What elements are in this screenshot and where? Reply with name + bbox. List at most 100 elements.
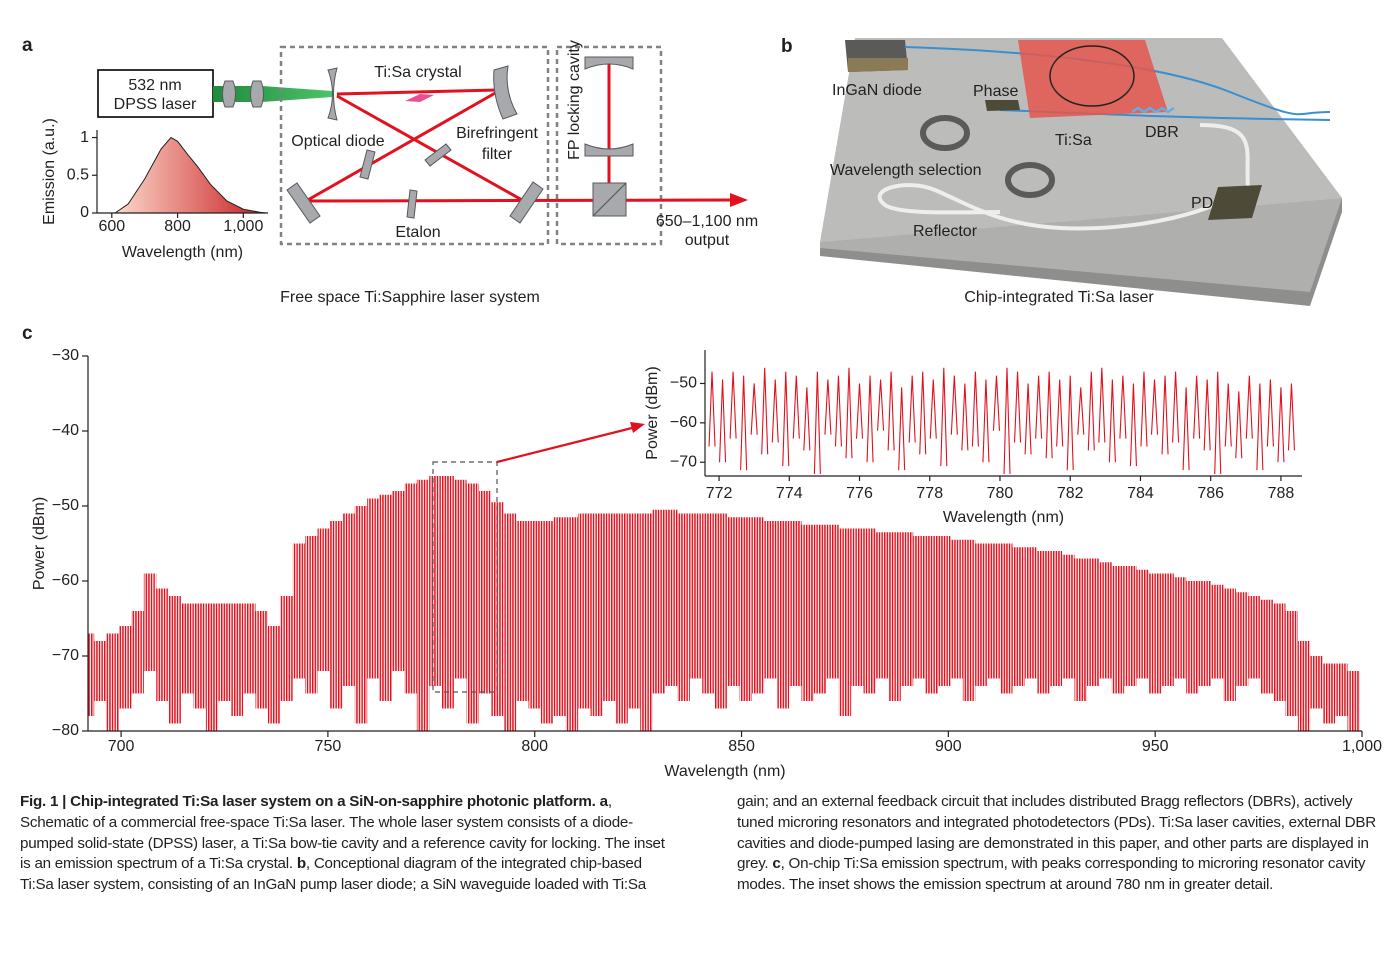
peak (845, 367, 853, 459)
spectrum-span (119, 626, 132, 709)
spectrum-span (776, 521, 790, 709)
x-tick-label: 900 (935, 738, 962, 755)
y-tick-label: −80 (52, 722, 79, 739)
ring (1005, 162, 1055, 198)
peak (1150, 379, 1159, 435)
spectrum-span (1012, 547, 1025, 686)
caption-panel-label: c (772, 855, 781, 873)
spectrum-span (689, 513, 703, 679)
x-axis-label: Wavelength (nm) (664, 763, 785, 780)
pump-label: 532 nm (128, 77, 181, 94)
x-tick-label: 700 (108, 738, 135, 755)
caption-panel-label: b (296, 855, 306, 873)
panel-letter: b (781, 36, 793, 57)
photodetector (1208, 185, 1262, 220)
beam-splitter (592, 182, 627, 217)
x-tick-label: 788 (1268, 485, 1295, 502)
spectrum-span (1297, 641, 1311, 731)
spectrum-span (1000, 543, 1013, 694)
x-tick-label: 786 (1197, 485, 1224, 502)
y-tick-label: −70 (670, 453, 697, 470)
component-label: DBR (1145, 124, 1179, 141)
beam (336, 88, 498, 96)
panel-letter: a (22, 35, 33, 56)
spectrum-span (193, 603, 206, 709)
peak (1245, 375, 1253, 439)
spectrum-span (88, 633, 95, 716)
spectrum-span (1062, 554, 1075, 679)
spectrum-span (826, 524, 839, 679)
spectrum-span (255, 611, 268, 709)
y-axis-label: Emission (a.u.) (41, 118, 58, 225)
peak (750, 383, 758, 435)
peak (1161, 375, 1169, 455)
x-tick-label: 778 (916, 485, 943, 502)
spectrum-span (602, 513, 616, 701)
spectrum-span (131, 611, 144, 694)
peak (1224, 383, 1232, 447)
spectrum-span (1248, 596, 1261, 679)
peak (1119, 375, 1127, 439)
caption-text: , Conceptional diagram of the integrated… (20, 793, 1377, 894)
waveguide (1199, 123, 1250, 189)
peak (855, 383, 864, 439)
peak (940, 367, 948, 467)
spectrum-span (913, 536, 926, 679)
spectrum-span (429, 476, 442, 686)
peak (792, 375, 800, 439)
optical-diode (359, 149, 376, 180)
x-tick-label: 780 (987, 485, 1014, 502)
peak (908, 375, 916, 443)
spectrum-span (354, 506, 368, 724)
peak (961, 383, 969, 451)
diode (848, 58, 908, 72)
phase-shifter (985, 100, 1020, 111)
spectrum-span (1322, 663, 1336, 724)
spectrum-span (305, 536, 318, 694)
peak (1014, 371, 1022, 443)
spectrum-span (143, 573, 157, 671)
x-tick-label: 1,000 (1342, 738, 1382, 755)
spectrum-span (702, 513, 715, 694)
crystal (405, 94, 434, 102)
dbr (1131, 106, 1175, 114)
peak (1235, 391, 1243, 459)
peak (1056, 379, 1064, 447)
spectrum-span (1024, 547, 1038, 679)
caption-text: , On-chip Ti:Sa emission spectrum, with … (737, 855, 1366, 894)
x-tick-label: 776 (846, 485, 873, 502)
peak (919, 371, 927, 455)
spectrum-span (1223, 588, 1236, 701)
peak (1024, 383, 1032, 455)
spectrum-span (94, 641, 107, 701)
component-label: PD (1191, 195, 1213, 212)
x-tick-label: 772 (706, 485, 733, 502)
spectrum-span (1136, 569, 1149, 679)
pump-beam (213, 86, 332, 102)
spectrum-span (367, 498, 380, 679)
spectrum-span (938, 536, 951, 686)
x-tick-label: 600 (98, 218, 125, 235)
spectrum-span (727, 517, 740, 686)
peak (708, 371, 716, 447)
spectrum-span (627, 513, 641, 709)
x-tick-label: 800 (164, 218, 191, 235)
ring (920, 115, 970, 151)
x-tick-label: 774 (776, 485, 803, 502)
peak (761, 367, 769, 455)
mirror (493, 65, 518, 120)
spectrum-span (404, 483, 417, 694)
spectrum-span (875, 532, 889, 679)
spectrum-span (280, 596, 293, 701)
zoom-arrow (496, 426, 633, 464)
spectrum-span (1037, 551, 1050, 694)
spectrum-span (156, 588, 169, 701)
spectrum-span (168, 596, 182, 724)
lens (222, 80, 236, 108)
spectrum-span (789, 521, 802, 686)
y-axis-label: Power (dBm) (644, 366, 661, 459)
peak (834, 375, 842, 447)
peak (1129, 383, 1137, 467)
spectrum-span (1347, 671, 1360, 731)
spectrum-span (416, 479, 430, 731)
